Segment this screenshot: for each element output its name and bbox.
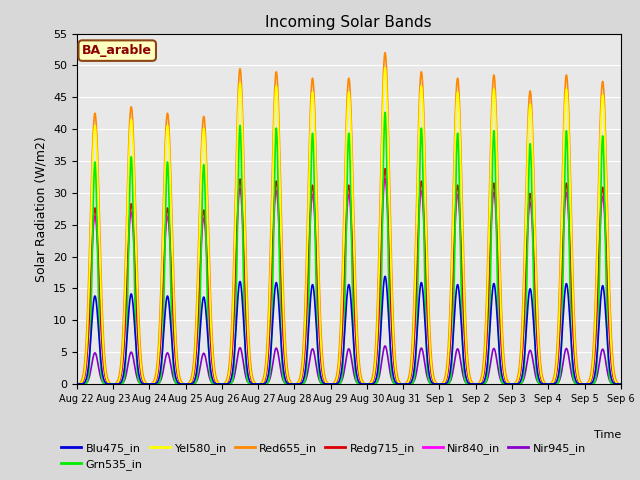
Grn535_in bbox=[471, 381, 479, 387]
Nir840_in bbox=[471, 381, 479, 387]
Legend: Blu475_in, Grn535_in, Yel580_in, Red655_in, Redg715_in, Nir840_in, Nir945_in: Blu475_in, Grn535_in, Yel580_in, Red655_… bbox=[57, 438, 591, 474]
Line: Nir840_in: Nir840_in bbox=[77, 179, 621, 384]
Yel580_in bbox=[471, 381, 479, 387]
Yel580_in bbox=[441, 379, 449, 384]
Nir840_in bbox=[171, 341, 179, 347]
Nir945_in bbox=[441, 381, 449, 387]
Red655_in bbox=[73, 381, 81, 387]
Yel580_in bbox=[502, 375, 509, 381]
Redg715_in bbox=[171, 339, 179, 345]
Line: Yel580_in: Yel580_in bbox=[77, 68, 621, 384]
Yel580_in bbox=[328, 381, 336, 387]
Nir840_in bbox=[502, 377, 509, 383]
Blu475_in bbox=[441, 381, 449, 387]
Redg715_in bbox=[616, 381, 624, 387]
Blu475_in bbox=[328, 381, 336, 387]
Grn535_in bbox=[328, 381, 336, 387]
Blu475_in bbox=[171, 368, 179, 374]
Redg715_in bbox=[381, 166, 389, 171]
Grn535_in bbox=[616, 381, 624, 387]
Grn535_in bbox=[171, 376, 179, 382]
Red655_in bbox=[617, 381, 625, 387]
Nir840_in bbox=[381, 176, 389, 181]
Blu475_in bbox=[617, 381, 625, 387]
Nir945_in bbox=[381, 343, 389, 349]
Yel580_in bbox=[617, 381, 625, 387]
Blu475_in bbox=[73, 381, 81, 387]
Line: Blu475_in: Blu475_in bbox=[77, 276, 621, 384]
Nir840_in bbox=[617, 381, 625, 387]
Yel580_in bbox=[381, 65, 389, 71]
Nir945_in bbox=[616, 381, 624, 387]
Red655_in bbox=[616, 381, 624, 387]
Grn535_in bbox=[441, 381, 449, 387]
Nir945_in bbox=[171, 378, 179, 384]
Grn535_in bbox=[73, 381, 81, 387]
Blu475_in bbox=[471, 381, 479, 387]
Yel580_in bbox=[73, 381, 81, 387]
Redg715_in bbox=[471, 381, 479, 387]
Line: Red655_in: Red655_in bbox=[77, 53, 621, 384]
Nir945_in bbox=[73, 381, 81, 387]
Line: Grn535_in: Grn535_in bbox=[77, 112, 621, 384]
Redg715_in bbox=[328, 381, 336, 387]
Y-axis label: Solar Radiation (W/m2): Solar Radiation (W/m2) bbox=[35, 136, 47, 282]
Redg715_in bbox=[441, 380, 449, 385]
Red655_in bbox=[502, 370, 509, 376]
Text: Time: Time bbox=[593, 430, 621, 440]
Nir945_in bbox=[328, 381, 336, 387]
Redg715_in bbox=[73, 381, 81, 387]
Red655_in bbox=[328, 381, 336, 387]
Text: BA_arable: BA_arable bbox=[82, 44, 152, 57]
Grn535_in bbox=[617, 381, 625, 387]
Nir840_in bbox=[616, 381, 624, 387]
Line: Nir945_in: Nir945_in bbox=[77, 346, 621, 384]
Yel580_in bbox=[171, 320, 179, 325]
Title: Incoming Solar Bands: Incoming Solar Bands bbox=[266, 15, 432, 30]
Nir840_in bbox=[328, 381, 336, 387]
Red655_in bbox=[381, 50, 389, 56]
Red655_in bbox=[441, 376, 449, 382]
Blu475_in bbox=[616, 381, 624, 387]
Nir945_in bbox=[617, 381, 625, 387]
Yel580_in bbox=[616, 381, 624, 387]
Nir840_in bbox=[441, 380, 449, 385]
Nir840_in bbox=[73, 381, 81, 387]
Blu475_in bbox=[502, 381, 509, 386]
Red655_in bbox=[471, 381, 479, 387]
Red655_in bbox=[171, 301, 179, 307]
Redg715_in bbox=[502, 377, 509, 383]
Nir945_in bbox=[471, 381, 479, 387]
Nir945_in bbox=[502, 381, 509, 387]
Blu475_in bbox=[381, 274, 389, 279]
Redg715_in bbox=[617, 381, 625, 387]
Grn535_in bbox=[502, 381, 509, 387]
Line: Redg715_in: Redg715_in bbox=[77, 168, 621, 384]
Grn535_in bbox=[381, 109, 389, 115]
